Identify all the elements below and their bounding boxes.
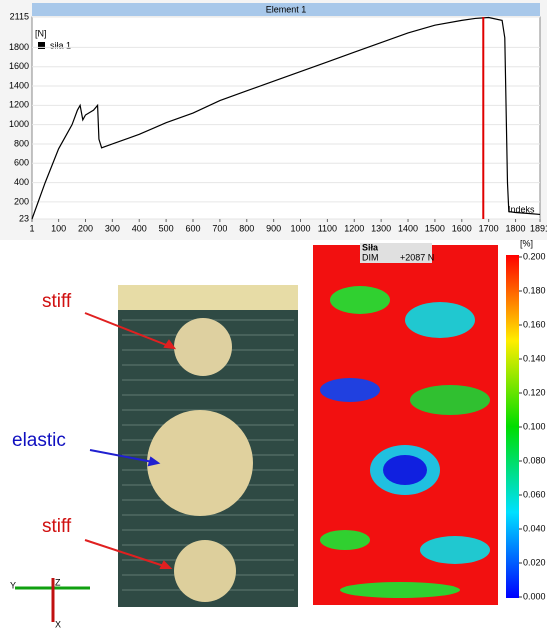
colorbar-tick-label: 0.120 — [523, 387, 546, 397]
map-title: Siła — [362, 242, 379, 252]
x-tick-label: 1400 — [398, 223, 418, 233]
y-tick-label: 1200 — [9, 100, 29, 110]
colorbar-tick-label: 0.000 — [523, 591, 546, 601]
colorbar-tick-label: 0.160 — [523, 319, 546, 329]
x-tick-label: 300 — [105, 223, 120, 233]
y-tick-label: 2115 — [10, 11, 29, 21]
legend-label: siła 1 — [50, 40, 71, 50]
annotation: stiff — [42, 516, 72, 537]
colorbar-tick-label: 0.060 — [523, 489, 546, 499]
x-tick-label: 200 — [78, 223, 93, 233]
x-tick-label: 1200 — [344, 223, 364, 233]
colorbar-tick-label: 0.020 — [523, 557, 546, 567]
x-tick-label: 1891 — [530, 223, 547, 233]
axis-name: Y — [10, 580, 16, 590]
x-tick-label: 1 — [29, 223, 34, 233]
photo — [15, 285, 298, 622]
x-tick-label: 900 — [266, 223, 281, 233]
colorbar-unit: [%] — [520, 238, 533, 248]
x-axis-label: Indeks — [508, 204, 535, 214]
x-tick-label: 1800 — [506, 223, 526, 233]
y-tick-label: 23 — [19, 213, 29, 223]
line — [31, 16, 541, 220]
x-tick-label: 1100 — [318, 223, 337, 233]
y-tick-label: 600 — [14, 158, 29, 168]
chart-title: Element 1 — [266, 4, 307, 14]
x-tick-label: 400 — [132, 223, 147, 233]
legend-swatch — [38, 42, 45, 49]
y-tick-label: 1400 — [9, 80, 29, 90]
colorbar-axis: 0.000 0.020 0.040 0.060 0.080 0.100 0.120 0.140… — [519, 251, 546, 601]
axis-name: Z — [55, 577, 61, 587]
y-tick-label: 1600 — [9, 61, 29, 71]
x-tick-label: 1600 — [452, 223, 472, 233]
title-bar — [32, 3, 540, 16]
annotation: stiff — [42, 291, 72, 312]
x-tick-label: 800 — [239, 223, 254, 233]
x-tick-label: 1500 — [425, 223, 445, 233]
strain-map — [313, 243, 498, 605]
y-tick-label: 800 — [14, 138, 29, 148]
colorbar-tick-label: 0.180 — [523, 285, 546, 295]
y-tick-label: 200 — [14, 196, 29, 206]
colorbar — [506, 255, 519, 598]
map-reading: +2087 N — [400, 252, 434, 262]
annotation: elastic — [12, 430, 66, 451]
y-tick-label: 1800 — [9, 42, 29, 52]
x-tick-label: 1000 — [290, 223, 310, 233]
axis-name: X — [55, 619, 61, 629]
colorbar-tick-label: 0.140 — [523, 353, 546, 363]
x-tick-label: 1300 — [371, 223, 391, 233]
map-quantity: DIM — [362, 252, 379, 262]
x-tick-label: 700 — [212, 223, 227, 233]
colorbar-tick-label: 0.200 — [523, 251, 546, 261]
x-tick-label: 1700 — [479, 223, 499, 233]
y-axis-label: [N] — [35, 28, 47, 38]
x-tick-label: 600 — [185, 223, 200, 233]
x-tick-label: 100 — [51, 223, 66, 233]
y-tick-label: 400 — [14, 177, 29, 187]
plot-area — [31, 16, 541, 220]
y-tick-label: 1000 — [9, 119, 29, 129]
x-tick-label: 500 — [159, 223, 174, 233]
colorbar-tick-label: 0.100 — [523, 421, 546, 431]
colorbar-tick-label: 0.040 — [523, 523, 546, 533]
colorbar-tick-label: 0.080 — [523, 455, 546, 465]
